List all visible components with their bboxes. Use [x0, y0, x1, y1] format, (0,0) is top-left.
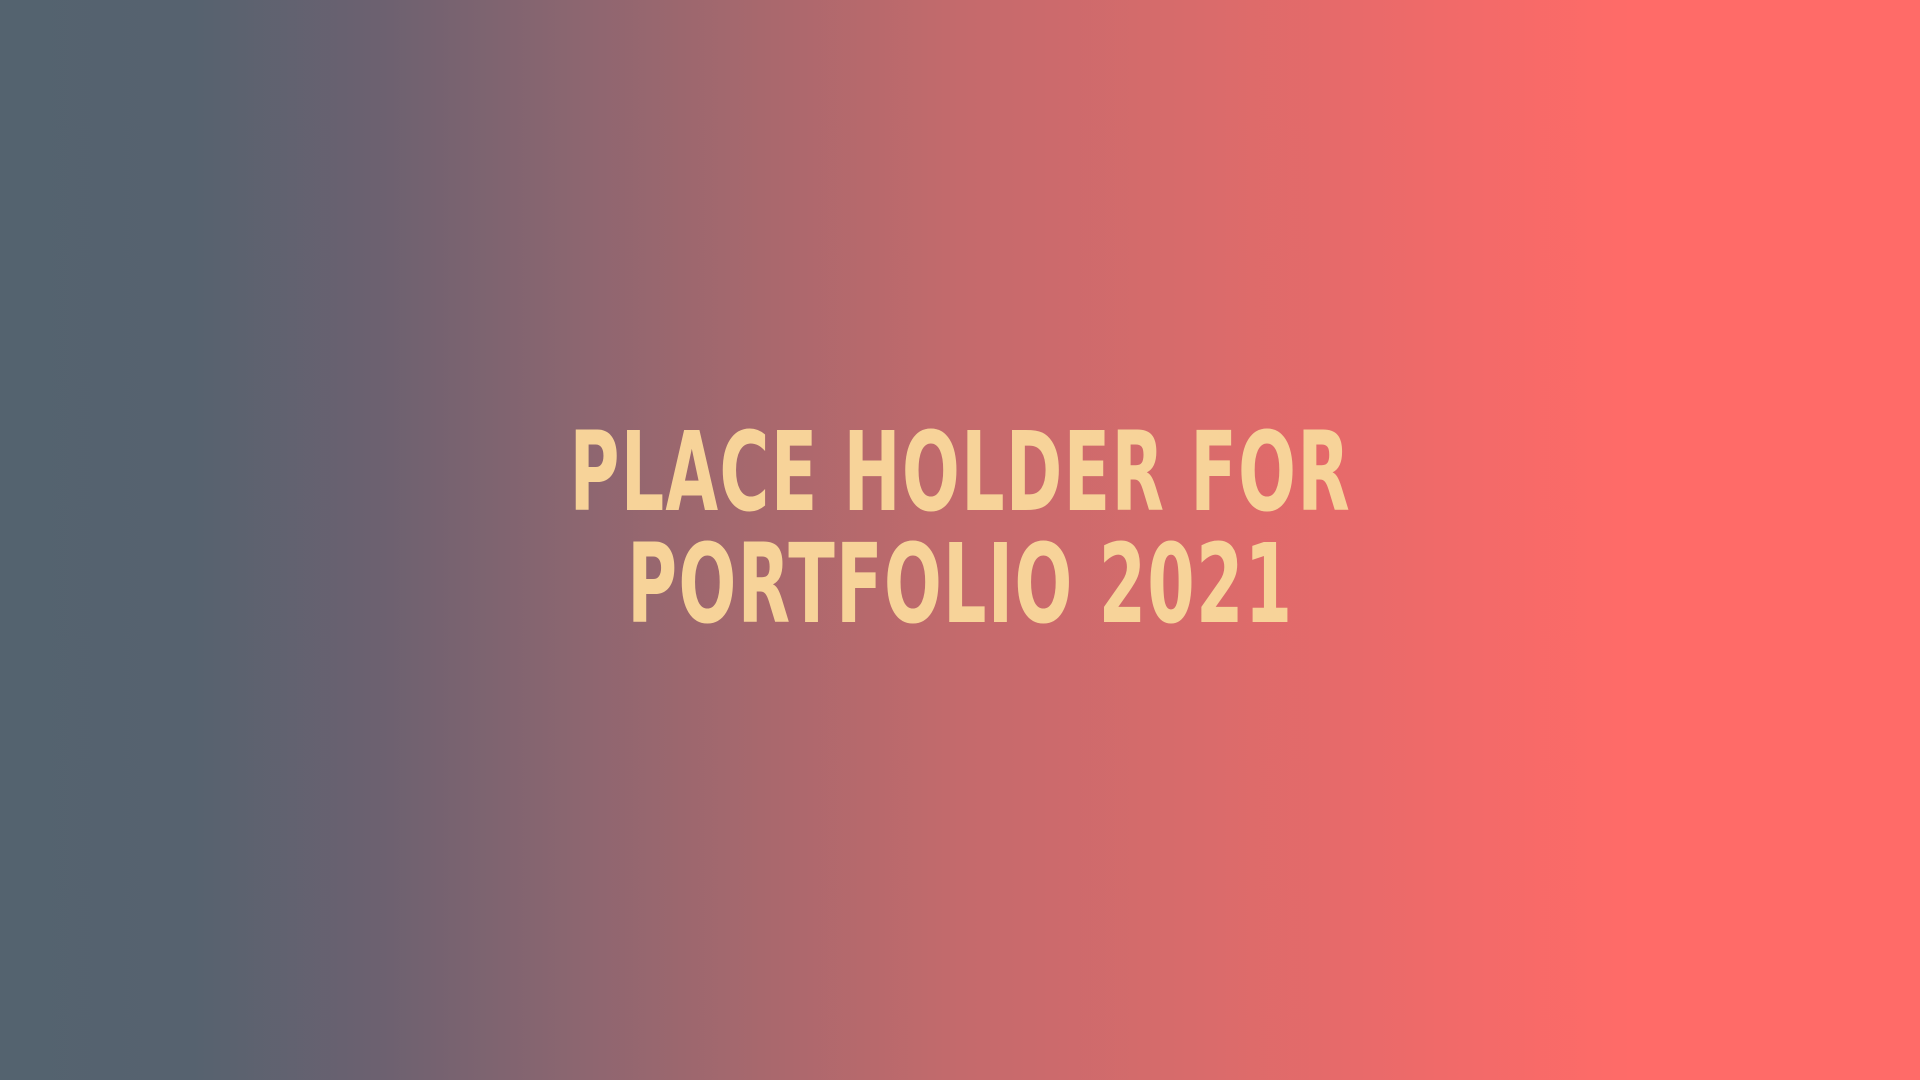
hero-headline: PLACE HOLDER FOR PORTFOLIO 2021: [569, 416, 1351, 640]
hero-headline-line-1: PLACE HOLDER FOR: [569, 408, 1351, 536]
hero-headline-line-2: PORTFOLIO 2021: [626, 520, 1294, 648]
